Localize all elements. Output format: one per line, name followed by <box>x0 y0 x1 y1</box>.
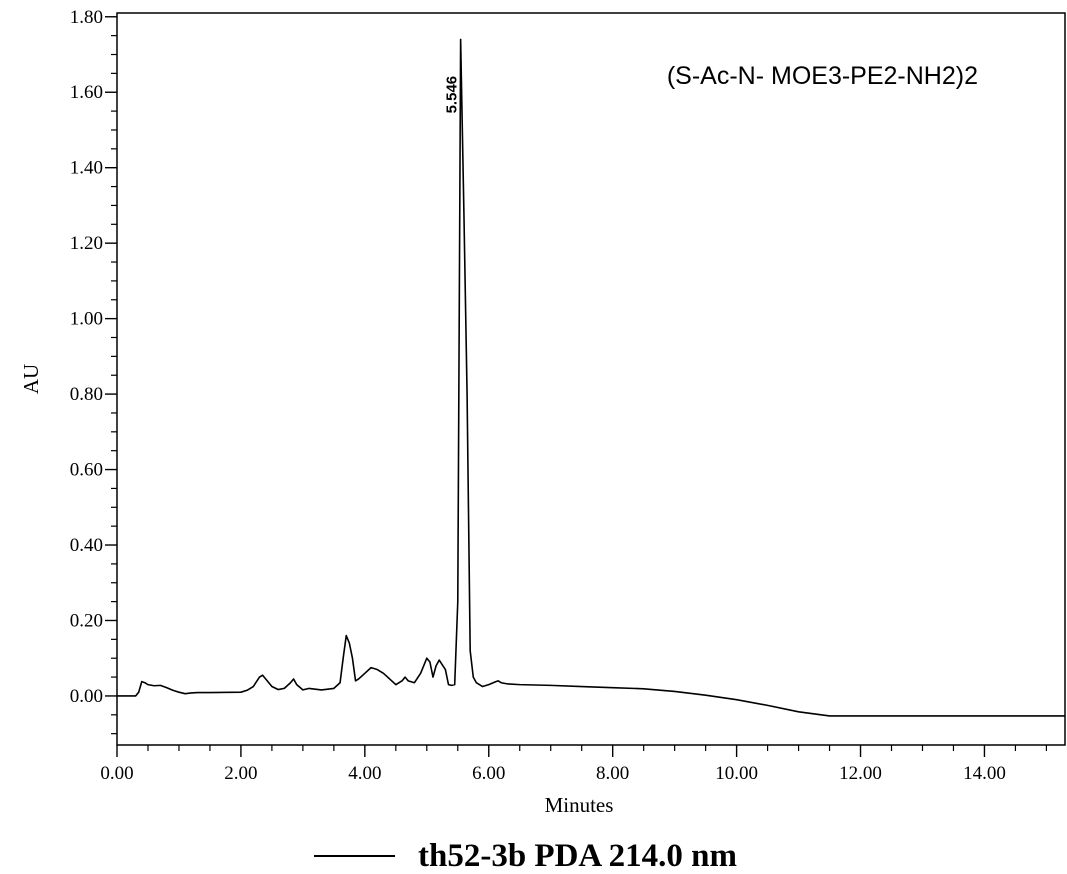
x-tick-label: 4.00 <box>348 763 381 784</box>
series-group <box>117 38 1065 717</box>
legend: th52-3b PDA 214.0 nm <box>314 838 737 874</box>
y-tick-label: 0.40 <box>70 535 103 556</box>
sample-annotation: (S-Ac-N- MOE3-PE2-NH2)2 <box>667 62 978 90</box>
y-tick-label: 1.00 <box>70 309 103 330</box>
y-tick-label: 1.40 <box>70 158 103 179</box>
y-tick-label: 0.60 <box>70 460 103 481</box>
y-tick-label: 1.20 <box>70 233 103 254</box>
x-axis-title: Minutes <box>545 793 614 817</box>
plot-frame <box>116 12 1066 746</box>
peak-label-5546: 5.546 <box>444 76 461 114</box>
y-tick-label: 0.80 <box>70 384 103 405</box>
x-tick-label: 0.00 <box>100 763 133 784</box>
x-tick-label: 2.00 <box>224 763 257 784</box>
axis-ticks <box>105 16 1048 757</box>
axis-tick-labels: 0.00 0.20 0.40 0.60 0.80 1.00 1.20 1.40 1.60 1.80… <box>70 7 1006 784</box>
y-tick-label: 0.00 <box>70 686 103 707</box>
y-tick-label: 0.20 <box>70 610 103 631</box>
y-tick-label: 1.80 <box>70 7 103 28</box>
series-trace-0 <box>117 38 1065 717</box>
y-tick-label: 1.60 <box>70 82 103 103</box>
x-tick-label: 8.00 <box>596 763 629 784</box>
x-tick-label: 12.00 <box>839 763 882 784</box>
legend-label: th52-3b PDA 214.0 nm <box>418 838 737 869</box>
y-axis-title: AU <box>19 364 43 394</box>
x-tick-label: 10.00 <box>715 763 758 784</box>
x-tick-label: 6.00 <box>472 763 505 784</box>
x-tick-label: 14.00 <box>963 763 1006 784</box>
